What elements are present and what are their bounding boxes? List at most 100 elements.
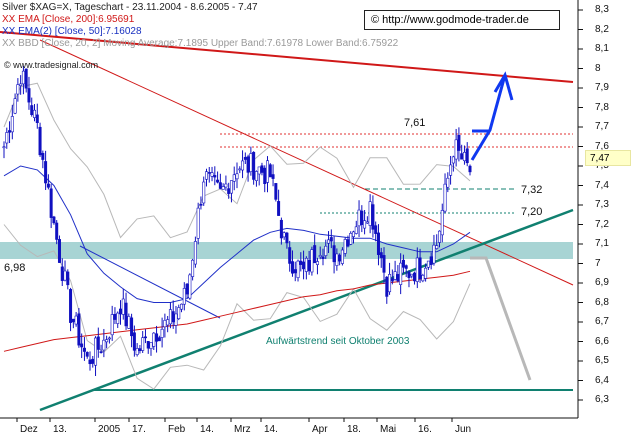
candle-body: [166, 319, 170, 326]
candle-body: [157, 337, 161, 342]
candle-body: [155, 333, 159, 342]
time-tick-label: 16.: [418, 424, 432, 435]
candle-body: [388, 274, 392, 293]
candle-body: [418, 257, 422, 280]
candle-body: [121, 298, 125, 315]
time-tick-label: Mai: [380, 424, 397, 435]
price-tick-label: 8,1: [595, 43, 609, 54]
candle-body: [382, 255, 386, 273]
candle-body: [404, 265, 408, 269]
ema200-legend: XX EMA [Close, 200]:6.95691: [2, 14, 135, 25]
candle-body: [338, 254, 342, 262]
candle-body: [188, 274, 192, 299]
candle-body: [260, 165, 264, 173]
candle-body: [443, 183, 447, 212]
candle-body: [88, 359, 92, 365]
candle-body: [385, 276, 389, 297]
candle-body: [204, 171, 208, 180]
bollinger-legend: XX BBD [Close, 20, 2] Moving Average:7.1…: [2, 38, 399, 49]
candle-body: [457, 134, 461, 151]
candle-body: [105, 339, 109, 343]
candle-body: [318, 255, 322, 258]
candle-body: [351, 231, 355, 237]
candle-body: [393, 271, 397, 280]
candle-body: [424, 267, 428, 279]
source-url[interactable]: http://www.godmode-trader.de: [382, 14, 529, 26]
candle-body: [313, 245, 317, 264]
time-tick-label: 17.: [132, 424, 146, 435]
bearish-forecast-arrow: [470, 256, 532, 381]
candle-body: [421, 274, 425, 282]
candle-body: [462, 152, 466, 162]
candle-body: [407, 271, 411, 278]
time-tick-label: Apr: [312, 424, 328, 435]
price-tick-label: 6,6: [595, 335, 609, 347]
candle-body: [102, 339, 106, 351]
candle-body: [218, 182, 222, 189]
candle-body: [440, 210, 444, 236]
candle-body: [224, 183, 228, 188]
source-url-box[interactable]: © http://www.godmode-trader.de: [364, 10, 560, 30]
candle-body: [174, 313, 178, 326]
candle-body: [415, 257, 419, 282]
candle-body: [246, 156, 250, 173]
candle-body: [451, 156, 455, 164]
candle-body: [185, 283, 189, 295]
price-tick-label: 7,3: [595, 199, 609, 210]
price-tick-label: 8: [595, 62, 601, 74]
candle-body: [324, 245, 328, 256]
candle-body: [91, 358, 95, 364]
candle-body: [66, 271, 70, 286]
chart-title: Silver $XAG=X, Tageschart - 23.11.2004 -…: [2, 2, 258, 13]
candle-body: [252, 151, 256, 180]
ema50-legend: XX EMA(2) [Close, 50]:7.16028: [2, 26, 142, 37]
candle-body: [271, 174, 275, 179]
candle-body: [182, 288, 186, 305]
time-tick-label: Mrz: [234, 424, 251, 435]
candle-body: [401, 259, 405, 268]
candle-body: [327, 239, 331, 244]
candle-body: [307, 259, 311, 272]
price-tick-label: 6,9: [595, 277, 609, 288]
candle-body: [41, 152, 45, 160]
candle-body: [390, 278, 394, 282]
candle-body: [180, 303, 184, 310]
time-tick-label: 2005: [98, 424, 121, 435]
candle-body: [24, 68, 28, 89]
price-tick-label: 7,7: [595, 121, 609, 132]
candle-body: [57, 239, 61, 263]
candle-body: [396, 274, 400, 282]
candle-body: [77, 313, 81, 346]
candle-body: [446, 177, 450, 188]
bollinger-bands: [3, 82, 471, 390]
candle-body: [216, 179, 220, 183]
candle-body: [27, 88, 31, 103]
candle-body: [243, 157, 247, 160]
candle-body: [374, 225, 378, 234]
candle-body: [379, 252, 383, 258]
level-698-label: 6,98: [4, 262, 26, 274]
candle-body: [193, 241, 197, 265]
candle-body: [454, 139, 458, 160]
bollinger-lower-band: [3, 224, 471, 390]
candle-body: [290, 261, 294, 274]
level-732-label: 7,32: [521, 184, 543, 196]
time-tick-label: 14.: [264, 424, 278, 435]
level-761-label: 7,61: [404, 117, 426, 129]
tradesignal-copyright: © www.tradesignal.com: [4, 60, 99, 70]
time-tick-label: Feb: [168, 424, 186, 435]
candle-body: [238, 168, 242, 171]
candle-body: [349, 233, 353, 245]
candle-body: [113, 313, 117, 320]
candle-body: [130, 317, 134, 337]
candle-body: [340, 249, 344, 264]
candle-body: [149, 342, 153, 349]
candle-body: [46, 183, 50, 188]
candle-body: [5, 132, 9, 144]
price-tick-label: 6,4: [595, 374, 609, 386]
price-tick-label: 7,1: [595, 238, 609, 249]
candle-body: [335, 253, 339, 266]
candle-body: [99, 351, 103, 353]
candle-body: [410, 273, 414, 277]
